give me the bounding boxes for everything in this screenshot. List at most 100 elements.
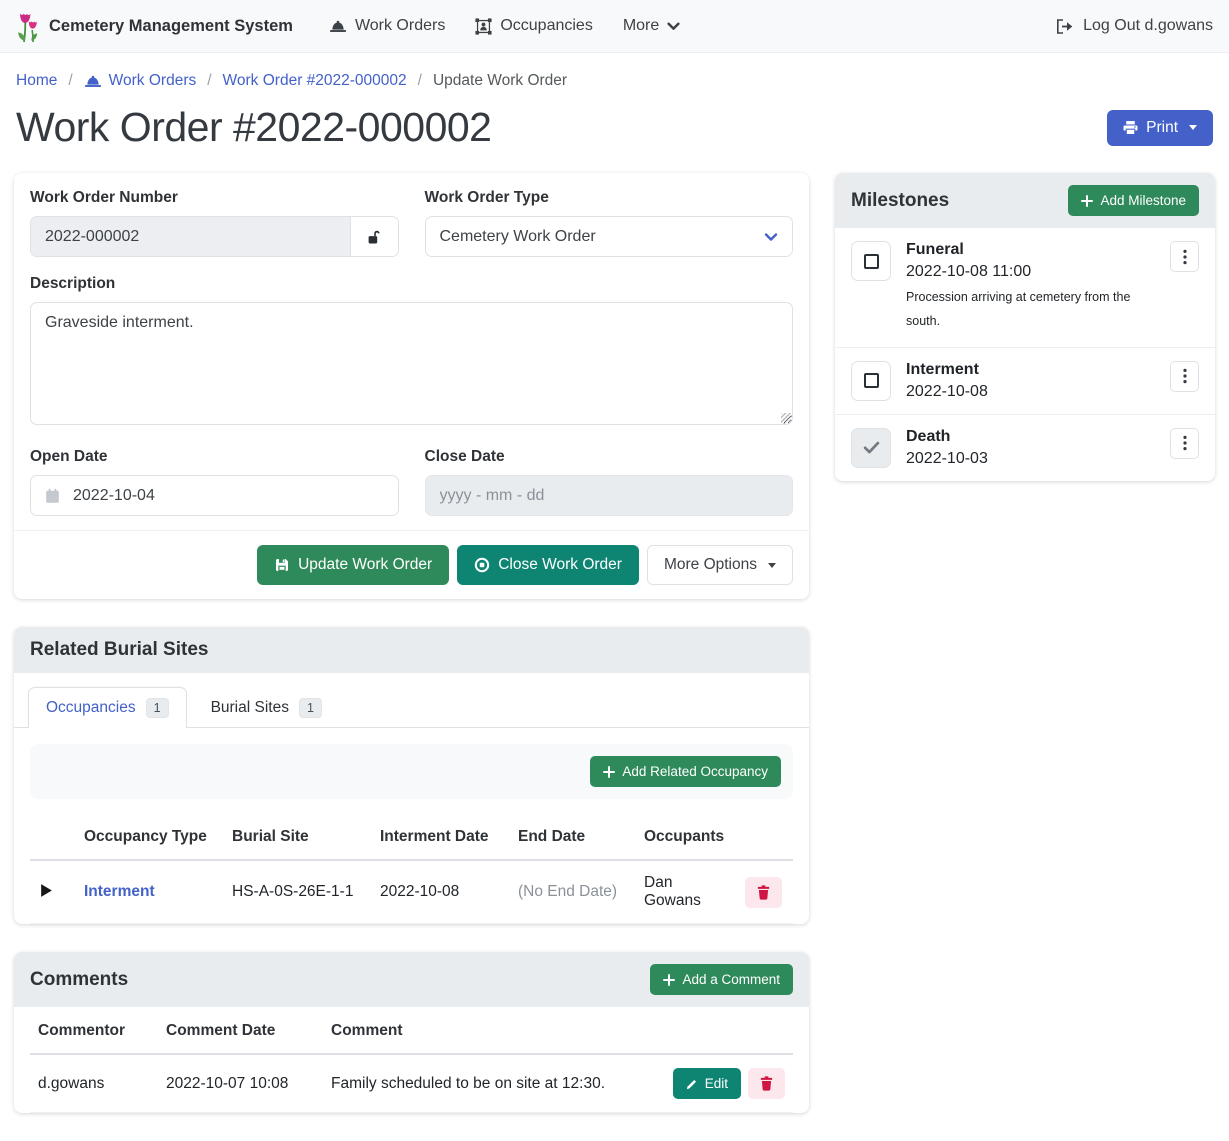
occupancies-table: Occupancy Type Burial Site Interment Dat…: [30, 815, 793, 924]
unlock-button[interactable]: [349, 217, 398, 256]
work-order-type-field: Work Order Type Cemetery Work Order: [424, 189, 793, 257]
open-date-input[interactable]: [73, 486, 384, 505]
breadcrumb-work-orders[interactable]: Work Orders: [84, 72, 197, 90]
main-content: Work Order Number: [0, 151, 1229, 1141]
tab-label: Occupancies: [46, 699, 136, 716]
plus-icon: [1081, 194, 1094, 207]
crumb-label: Work Orders: [108, 72, 197, 89]
play-icon: [40, 883, 53, 898]
comment-row: d.gowans 2022-10-07 10:08 Family schedul…: [30, 1054, 793, 1113]
add-milestone-button[interactable]: Add Milestone: [1068, 185, 1199, 216]
milestone-menu-button[interactable]: [1170, 427, 1199, 459]
milestone-content: Interment 2022-10-08: [906, 361, 1155, 401]
unlock-icon: [366, 229, 382, 245]
plus-icon: [663, 973, 676, 986]
related-tabs: Occupancies 1 Burial Sites 1: [14, 673, 809, 729]
field-label: Open Date: [30, 448, 108, 465]
close-label: Close Work Order: [498, 556, 622, 573]
caret-down-icon: [768, 562, 776, 568]
tab-count-badge: 1: [145, 698, 169, 718]
work-order-number-input[interactable]: [31, 217, 350, 256]
kebab-icon: [1182, 249, 1187, 265]
logout-button[interactable]: Log Out d.gowans: [1055, 17, 1213, 35]
app-title: Cemetery Management System: [49, 16, 293, 35]
comments-card: Comments Add a Comment Commentor Comment…: [14, 952, 809, 1113]
nav-work-orders[interactable]: Work Orders: [329, 17, 445, 35]
tulip-logo-icon: [16, 8, 40, 44]
breadcrumb-separator: /: [417, 72, 422, 89]
field-label: Work Order Type: [424, 189, 549, 206]
add-comment-label: Add a Comment: [682, 972, 780, 987]
more-options-button[interactable]: More Options: [646, 545, 793, 585]
plus-icon: [603, 765, 616, 778]
breadcrumb: Home / Work Orders / Work Order #2022-00…: [0, 53, 1229, 90]
comments-card-header: Comments Add a Comment: [14, 952, 809, 1007]
milestone-content: Funeral 2022-10-08 11:00 Procession arri…: [906, 241, 1155, 334]
delete-occupancy-button[interactable]: [745, 876, 782, 908]
tab-count-badge: 1: [298, 698, 322, 718]
breadcrumb-separator: /: [207, 72, 212, 89]
print-button[interactable]: Print: [1107, 109, 1213, 146]
expand-row-button[interactable]: [38, 881, 55, 900]
column-header: End Date: [510, 815, 636, 861]
close-date-input[interactable]: [439, 486, 778, 505]
milestone-checkbox-checked[interactable]: [851, 427, 891, 468]
table-header-row: Commentor Comment Date Comment: [30, 1009, 793, 1055]
occupancy-row: Interment HS-A-0S-26E-1-1 2022-10-08 (No…: [30, 860, 793, 924]
occupancy-plot-icon: [475, 17, 492, 35]
sign-out-icon: [1055, 18, 1074, 34]
calendar-icon: [45, 488, 60, 504]
description-field: Description Graveside interment.: [30, 275, 793, 430]
milestone-name: Funeral: [906, 241, 964, 258]
tab-occupancies[interactable]: Occupancies 1: [28, 687, 187, 729]
milestone-checkbox[interactable]: [851, 360, 891, 401]
tab-burial-sites[interactable]: Burial Sites 1: [193, 687, 340, 728]
nav-label: Occupancies: [500, 17, 593, 34]
interment-date-cell: 2022-10-08: [372, 860, 510, 924]
update-work-order-button[interactable]: Update Work Order: [257, 545, 450, 585]
left-column: Work Order Number: [14, 173, 809, 1141]
breadcrumb-work-order-number[interactable]: Work Order #2022-000002: [223, 72, 407, 90]
checkbox-unchecked-icon: [863, 373, 879, 388]
comment-cell: Family scheduled to be on site at 12:30.: [323, 1054, 665, 1113]
title-row: Work Order #2022-000002 Print: [0, 90, 1229, 151]
milestone-checkbox[interactable]: [851, 241, 891, 281]
related-card-header: Related Burial Sites: [14, 627, 809, 673]
milestone-menu-button[interactable]: [1170, 241, 1199, 272]
print-label: Print: [1146, 118, 1178, 136]
occupancy-type-link[interactable]: Interment: [84, 883, 155, 900]
section-title: Milestones: [851, 189, 950, 211]
description-textarea[interactable]: Graveside interment.: [30, 302, 793, 425]
delete-comment-button[interactable]: [748, 1068, 785, 1099]
add-comment-button[interactable]: Add a Comment: [650, 964, 793, 995]
milestone-item-death: Death 2022-10-03: [835, 415, 1215, 481]
brand[interactable]: Cemetery Management System: [16, 8, 293, 44]
breadcrumb-separator: /: [68, 72, 73, 89]
milestone-content: Death 2022-10-03: [906, 428, 1155, 468]
add-related-occupancy-button[interactable]: Add Related Occupancy: [590, 756, 781, 787]
milestone-description: Procession arriving at cemetery from the…: [906, 290, 1131, 328]
milestone-menu-button[interactable]: [1170, 360, 1199, 392]
milestones-card-header: Milestones Add Milestone: [835, 173, 1215, 228]
milestone-date: 2022-10-08: [906, 382, 988, 400]
nav-more[interactable]: More: [623, 17, 680, 35]
breadcrumb-home[interactable]: Home: [16, 72, 57, 90]
more-options-label: More Options: [663, 556, 757, 573]
kebab-icon: [1182, 435, 1187, 451]
printer-icon: [1123, 120, 1138, 135]
trash-icon: [757, 884, 770, 900]
chevron-down-icon: [667, 22, 680, 31]
page-title: Work Order #2022-000002: [16, 104, 492, 150]
milestone-date: 2022-10-03: [906, 449, 988, 467]
pencil-icon: [686, 1078, 698, 1090]
milestone-name: Death: [906, 427, 951, 445]
column-header: Comment: [323, 1009, 665, 1055]
work-order-type-select[interactable]: Cemetery Work Order: [424, 216, 793, 257]
edit-comment-button[interactable]: Edit: [672, 1068, 741, 1099]
close-work-order-button[interactable]: Close Work Order: [457, 545, 639, 585]
field-label: Work Order Number: [30, 189, 178, 206]
nav-label: Work Orders: [354, 17, 446, 34]
tab-label: Burial Sites: [210, 699, 289, 716]
commentor-cell: d.gowans: [30, 1054, 158, 1113]
nav-occupancies[interactable]: Occupancies: [475, 17, 593, 35]
